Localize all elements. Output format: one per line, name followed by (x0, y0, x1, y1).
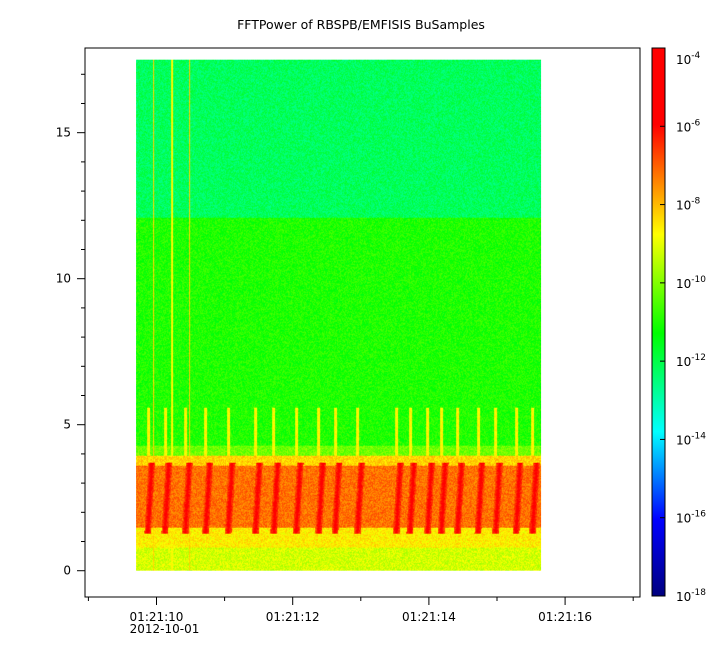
colorbar-tick-label: 10-4 (676, 51, 701, 67)
x-tick-label: 01:21:14 (402, 610, 456, 624)
x-tick-label: 01:21:10 (130, 610, 184, 624)
colorbar-tick-label: 10-8 (676, 197, 701, 213)
y-tick-label: 15 (56, 126, 71, 140)
colorbar-tick-label: 10-6 (676, 118, 701, 134)
x-axis-date-label: 2012-10-01 (130, 622, 200, 636)
colorbar-axis: 10-4 10-6 10-8 10-10 10-12 10-14 10-16 10-18 (660, 47, 706, 604)
colorbar-tick-label: 10-18 (676, 588, 706, 604)
y-axis: 0 5 10 15 (56, 73, 85, 578)
y-tick-label: 5 (63, 418, 71, 432)
x-tick-label: 01:21:12 (266, 610, 320, 624)
colorbar-tick-label: 10-12 (676, 353, 706, 369)
x-tick-label: 01:21:16 (538, 610, 592, 624)
chart-title: FFTPower of RBSPB/EMFISIS BuSamples (237, 17, 485, 32)
colorbar (651, 47, 666, 597)
x-axis: 01:21:10 01:21:12 01:21:14 01:21:16 (87, 597, 634, 624)
y-tick-label: 10 (56, 272, 71, 286)
colorbar-tick-label: 10-10 (676, 275, 706, 291)
spectrogram-image (136, 59, 542, 571)
colorbar-tick-label: 10-16 (676, 510, 706, 526)
colorbar-tick-label: 10-14 (676, 431, 706, 447)
y-tick-label: 0 (63, 564, 71, 578)
